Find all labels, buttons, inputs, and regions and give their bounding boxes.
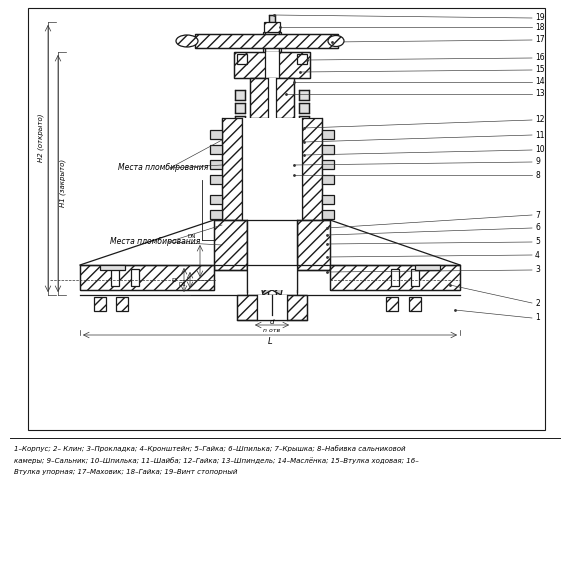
Text: 4: 4	[535, 250, 540, 259]
Bar	[116, 297, 128, 311]
Bar	[242, 118, 302, 220]
Bar	[235, 90, 245, 100]
Text: n отв: n отв	[263, 328, 280, 332]
Bar	[210, 160, 222, 169]
Bar	[235, 116, 245, 126]
Bar	[234, 52, 310, 78]
Text: 15: 15	[535, 66, 544, 75]
Bar	[264, 22, 280, 32]
Bar	[302, 118, 322, 220]
Text: 6: 6	[535, 223, 540, 233]
Bar	[28, 8, 545, 430]
Ellipse shape	[176, 35, 198, 47]
Text: 12: 12	[535, 116, 544, 124]
Bar	[237, 295, 257, 320]
Bar	[386, 297, 398, 311]
Text: 7: 7	[535, 210, 540, 219]
Bar	[322, 195, 334, 204]
Bar	[210, 145, 222, 154]
Bar	[268, 118, 276, 295]
Bar	[257, 295, 287, 320]
Bar	[234, 52, 310, 78]
Text: 19: 19	[535, 14, 544, 22]
Bar	[210, 175, 222, 184]
Bar	[131, 269, 139, 286]
Bar	[111, 269, 119, 286]
Bar	[322, 145, 334, 154]
Text: Места пломбирования: Места пломбирования	[118, 164, 209, 173]
Bar	[330, 265, 460, 290]
Bar	[247, 265, 297, 290]
Bar	[411, 269, 419, 286]
Bar	[322, 130, 334, 139]
Bar	[210, 210, 222, 219]
Text: 17: 17	[535, 35, 544, 44]
Text: 16: 16	[535, 54, 544, 63]
Bar	[210, 195, 222, 204]
Bar	[235, 103, 245, 113]
Bar	[195, 34, 338, 48]
Text: 2: 2	[535, 299, 540, 307]
Text: 8: 8	[535, 170, 540, 180]
Bar	[94, 297, 106, 311]
Bar	[322, 210, 334, 219]
Text: 1: 1	[535, 314, 540, 323]
Text: H2 (открыто): H2 (открыто)	[38, 114, 44, 162]
Bar	[195, 34, 338, 48]
Bar	[409, 297, 421, 311]
Bar	[322, 160, 334, 169]
Bar	[210, 130, 222, 139]
Text: d: d	[270, 319, 274, 325]
Text: D: D	[171, 278, 176, 283]
Bar	[222, 118, 242, 220]
Text: 14: 14	[535, 78, 544, 87]
Text: Места пломбирования: Места пломбирования	[110, 238, 201, 246]
Text: L: L	[268, 337, 272, 347]
Bar	[299, 103, 309, 113]
Text: Втулка упорная; 17–Маховик; 18–Гайка; 19–Винт стопорный: Втулка упорная; 17–Маховик; 18–Гайка; 19…	[14, 469, 237, 475]
Bar	[330, 265, 460, 290]
Bar	[250, 78, 294, 118]
Bar	[214, 220, 247, 270]
Bar	[297, 220, 330, 270]
Bar	[247, 220, 297, 270]
Bar	[250, 78, 294, 118]
Bar	[391, 269, 399, 286]
Bar	[297, 54, 307, 64]
Bar	[297, 220, 330, 270]
Text: 1–Корпус; 2– Клин; 3–Прокладка; 4–Кронштейн; 5–Гайка; 6–Шпилька; 7–Крышка; 8–Наб: 1–Корпус; 2– Клин; 3–Прокладка; 4–Кроншт…	[14, 445, 405, 452]
Text: D1: D1	[178, 283, 186, 287]
Bar	[269, 15, 275, 22]
Bar	[214, 220, 247, 270]
Bar	[287, 295, 307, 320]
Ellipse shape	[328, 35, 344, 47]
Bar	[265, 32, 279, 78]
Bar	[263, 32, 281, 78]
Text: 3: 3	[535, 266, 540, 275]
Polygon shape	[258, 270, 286, 295]
Bar	[299, 90, 309, 100]
Bar	[237, 54, 247, 64]
Bar	[80, 265, 214, 290]
Bar	[265, 52, 279, 78]
Bar	[299, 116, 309, 126]
Text: H1 (закрыто): H1 (закрыто)	[60, 159, 67, 207]
Text: DN: DN	[188, 234, 196, 239]
Bar	[80, 265, 214, 290]
Bar	[237, 295, 307, 320]
Bar	[268, 78, 276, 118]
Bar	[100, 265, 125, 270]
Text: 13: 13	[535, 89, 544, 99]
Bar	[415, 265, 440, 270]
Text: 5: 5	[535, 238, 540, 246]
Bar	[322, 175, 334, 184]
Text: 11: 11	[535, 131, 544, 140]
Text: камеры; 9–Сальник; 10–Шпилька; 11–Шайба; 12–Гайка; 13–Шпиндель; 14–Маслёнка; 15–: камеры; 9–Сальник; 10–Шпилька; 11–Шайба;…	[14, 457, 419, 464]
Text: 10: 10	[535, 145, 544, 154]
Text: 9: 9	[535, 157, 540, 166]
Text: 18: 18	[535, 22, 544, 31]
